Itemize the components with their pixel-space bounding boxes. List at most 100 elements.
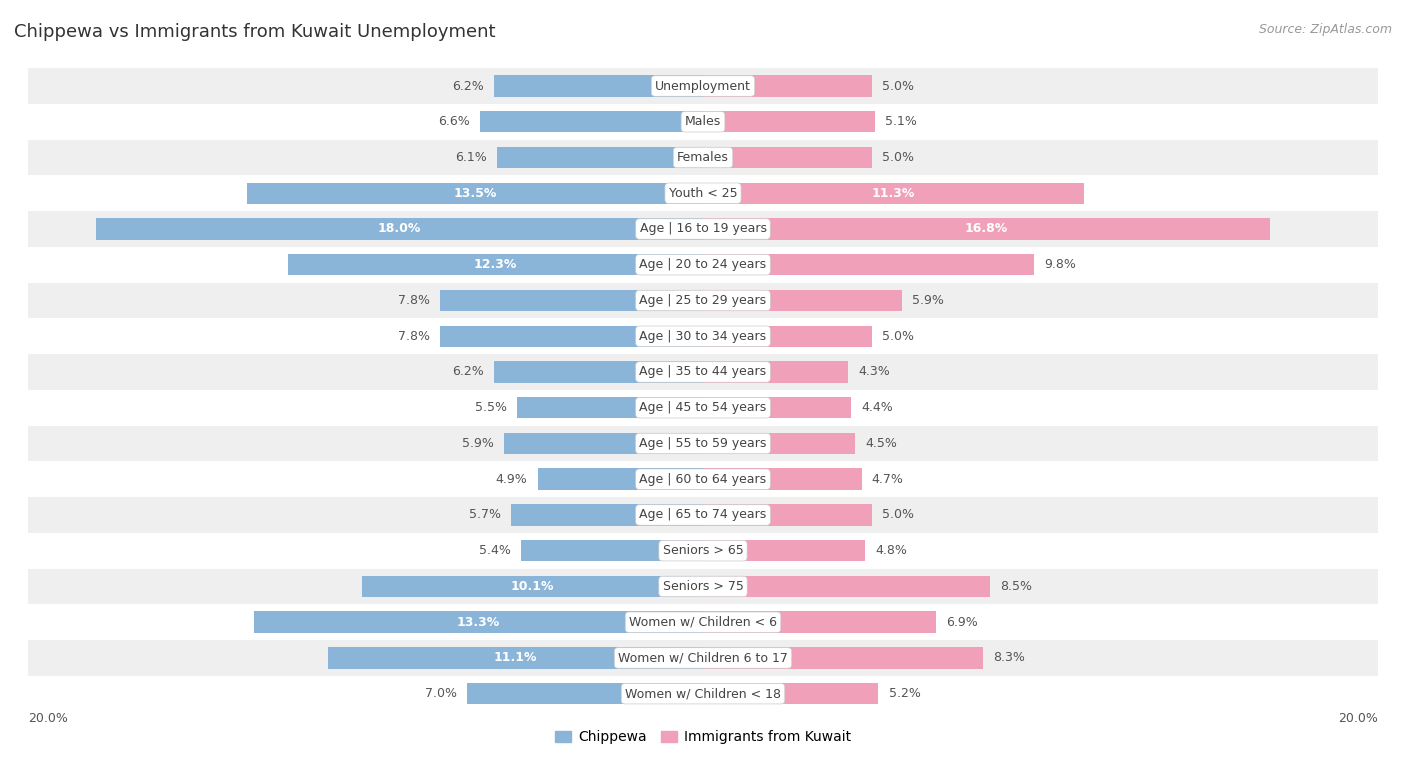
Bar [28, 640, 1378, 676]
Bar [703, 576, 990, 597]
Bar [28, 533, 1378, 569]
Text: 8.3%: 8.3% [993, 652, 1025, 665]
Text: Seniors > 75: Seniors > 75 [662, 580, 744, 593]
Text: 5.1%: 5.1% [886, 115, 917, 128]
Bar [288, 254, 703, 276]
Text: Age | 65 to 74 years: Age | 65 to 74 years [640, 509, 766, 522]
Bar [28, 425, 1378, 461]
Bar [703, 147, 872, 168]
Text: 13.3%: 13.3% [457, 615, 501, 629]
Text: 13.5%: 13.5% [454, 187, 496, 200]
Bar [703, 361, 848, 383]
Text: 6.2%: 6.2% [451, 366, 484, 378]
Bar [481, 111, 703, 132]
Bar [247, 182, 703, 204]
Bar [703, 612, 936, 633]
Bar [703, 540, 865, 562]
Text: Males: Males [685, 115, 721, 128]
Text: 5.5%: 5.5% [475, 401, 508, 414]
Text: Youth < 25: Youth < 25 [669, 187, 737, 200]
Bar [28, 176, 1378, 211]
Bar [28, 282, 1378, 319]
Bar [467, 683, 703, 705]
Text: Age | 55 to 59 years: Age | 55 to 59 years [640, 437, 766, 450]
Text: 5.0%: 5.0% [882, 151, 914, 164]
Bar [28, 139, 1378, 176]
Text: 5.2%: 5.2% [889, 687, 921, 700]
Text: 5.9%: 5.9% [463, 437, 494, 450]
Bar [28, 354, 1378, 390]
Text: Age | 25 to 29 years: Age | 25 to 29 years [640, 294, 766, 307]
Bar [498, 147, 703, 168]
Text: 5.0%: 5.0% [882, 330, 914, 343]
Text: Chippewa vs Immigrants from Kuwait Unemployment: Chippewa vs Immigrants from Kuwait Unemp… [14, 23, 495, 41]
Text: 20.0%: 20.0% [1339, 712, 1378, 724]
Bar [28, 319, 1378, 354]
Text: Females: Females [678, 151, 728, 164]
Bar [440, 326, 703, 347]
Text: 11.3%: 11.3% [872, 187, 915, 200]
Bar [703, 647, 983, 668]
Text: Women w/ Children < 18: Women w/ Children < 18 [626, 687, 780, 700]
Text: 4.9%: 4.9% [496, 472, 527, 486]
Text: Age | 20 to 24 years: Age | 20 to 24 years [640, 258, 766, 271]
Bar [28, 569, 1378, 604]
Text: Women w/ Children 6 to 17: Women w/ Children 6 to 17 [619, 652, 787, 665]
Text: Age | 35 to 44 years: Age | 35 to 44 years [640, 366, 766, 378]
Bar [703, 254, 1033, 276]
Bar [28, 68, 1378, 104]
Text: 6.6%: 6.6% [439, 115, 470, 128]
Bar [703, 504, 872, 525]
Bar [28, 390, 1378, 425]
Bar [703, 433, 855, 454]
Bar [363, 576, 703, 597]
Bar [703, 469, 862, 490]
Bar [28, 104, 1378, 139]
Bar [96, 218, 703, 240]
Text: 18.0%: 18.0% [378, 223, 420, 235]
Text: 10.1%: 10.1% [510, 580, 554, 593]
Bar [703, 182, 1084, 204]
Text: 12.3%: 12.3% [474, 258, 517, 271]
Text: 4.5%: 4.5% [865, 437, 897, 450]
Bar [329, 647, 703, 668]
Text: Age | 60 to 64 years: Age | 60 to 64 years [640, 472, 766, 486]
Bar [494, 75, 703, 97]
Bar [703, 326, 872, 347]
Bar [510, 504, 703, 525]
Text: 4.4%: 4.4% [862, 401, 893, 414]
Text: 7.0%: 7.0% [425, 687, 457, 700]
Text: Seniors > 65: Seniors > 65 [662, 544, 744, 557]
Text: 6.2%: 6.2% [451, 79, 484, 92]
Bar [537, 469, 703, 490]
Bar [254, 612, 703, 633]
Text: 5.9%: 5.9% [912, 294, 943, 307]
Bar [703, 683, 879, 705]
Text: 6.1%: 6.1% [456, 151, 486, 164]
Text: 6.9%: 6.9% [946, 615, 977, 629]
Text: 5.4%: 5.4% [479, 544, 510, 557]
Text: 5.0%: 5.0% [882, 79, 914, 92]
Bar [28, 211, 1378, 247]
Legend: Chippewa, Immigrants from Kuwait: Chippewa, Immigrants from Kuwait [548, 724, 858, 749]
Bar [494, 361, 703, 383]
Bar [28, 604, 1378, 640]
Text: Source: ZipAtlas.com: Source: ZipAtlas.com [1258, 23, 1392, 36]
Text: 9.8%: 9.8% [1043, 258, 1076, 271]
Bar [703, 290, 903, 311]
Text: Age | 30 to 34 years: Age | 30 to 34 years [640, 330, 766, 343]
Text: 4.3%: 4.3% [858, 366, 890, 378]
Text: 20.0%: 20.0% [28, 712, 67, 724]
Text: Women w/ Children < 6: Women w/ Children < 6 [628, 615, 778, 629]
Bar [703, 397, 852, 419]
Text: 5.0%: 5.0% [882, 509, 914, 522]
Text: 7.8%: 7.8% [398, 330, 430, 343]
Bar [703, 218, 1270, 240]
Text: 8.5%: 8.5% [1000, 580, 1032, 593]
Bar [28, 676, 1378, 712]
Bar [440, 290, 703, 311]
Text: 4.7%: 4.7% [872, 472, 904, 486]
Bar [503, 433, 703, 454]
Text: 7.8%: 7.8% [398, 294, 430, 307]
Bar [703, 111, 875, 132]
